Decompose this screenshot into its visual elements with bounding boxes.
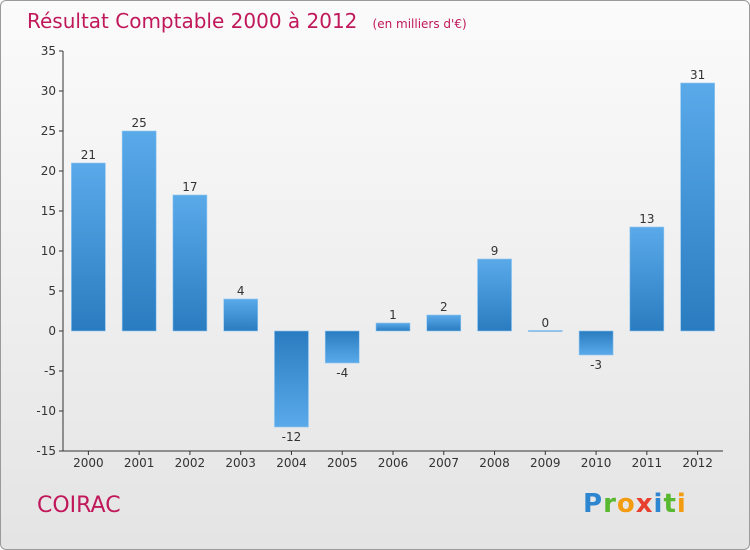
x-tick-label: 2000	[73, 456, 104, 470]
bar	[578, 330, 614, 356]
bar-value-label: 13	[639, 212, 654, 226]
x-tick-label: 2002	[175, 456, 206, 470]
bar-value-label: 31	[690, 68, 705, 82]
bar-value-label: -12	[282, 430, 302, 444]
proxiti-logo: Proxiti	[583, 489, 687, 519]
logo-letter: o	[616, 489, 636, 519]
y-tick-label: 10	[41, 244, 56, 258]
y-tick-label: 5	[48, 284, 56, 298]
chart-title-block: Résultat Comptable 2000 à 2012 (en milli…	[27, 9, 467, 33]
logo-letter: P	[583, 489, 604, 519]
y-tick-label: 25	[41, 124, 56, 138]
bar	[172, 194, 208, 332]
x-tick-label: 2009	[530, 456, 561, 470]
bar-value-label: 1	[389, 308, 397, 322]
chart-unit-label: (en milliers d'€)	[372, 17, 467, 31]
x-tick-label: 2006	[378, 456, 409, 470]
bar	[324, 330, 360, 364]
y-tick-label: 35	[41, 44, 56, 58]
bar	[274, 330, 309, 428]
x-tick-label: 2008	[479, 456, 510, 470]
y-tick-label: -15	[36, 444, 56, 458]
bar	[375, 322, 411, 332]
bar-value-label: -4	[336, 366, 348, 380]
logo-letter: i	[676, 489, 687, 519]
y-tick-label: 0	[48, 324, 56, 338]
x-tick-label: 2011	[632, 456, 663, 470]
logo-letter: x	[635, 489, 654, 519]
logo-letter: i	[653, 489, 664, 519]
bar	[71, 162, 106, 332]
bar	[477, 258, 512, 332]
x-tick-label: 2003	[225, 456, 256, 470]
bar-value-label: 0	[541, 316, 549, 330]
bar-value-label: -3	[590, 358, 602, 372]
bar	[121, 130, 157, 332]
bar-value-label: 25	[132, 116, 147, 130]
y-tick-label: 20	[41, 164, 56, 178]
commune-name: COIRAC	[37, 493, 121, 518]
y-tick-label: -5	[44, 364, 56, 378]
x-tick-label: 2004	[276, 456, 307, 470]
bar	[528, 330, 563, 332]
y-tick-label: 15	[41, 204, 56, 218]
bar-value-label: 2	[440, 300, 448, 314]
x-tick-label: 2001	[124, 456, 155, 470]
bar	[426, 314, 462, 332]
logo-letter: t	[663, 489, 677, 519]
bar-value-label: 9	[491, 244, 499, 258]
y-tick-label: -10	[36, 404, 56, 418]
chart-title: Résultat Comptable 2000 à 2012	[27, 9, 358, 33]
y-tick-label: 30	[41, 84, 56, 98]
x-tick-label: 2005	[327, 456, 358, 470]
x-tick-label: 2010	[581, 456, 612, 470]
bar-value-label: 4	[237, 284, 245, 298]
bar-value-label: 21	[81, 148, 96, 162]
bar	[223, 298, 258, 332]
bar	[680, 82, 715, 332]
x-tick-label: 2012	[682, 456, 713, 470]
bar-value-label: 17	[182, 180, 197, 194]
x-tick-label: 2007	[428, 456, 459, 470]
logo-letter: r	[603, 489, 617, 519]
bar	[629, 226, 665, 332]
